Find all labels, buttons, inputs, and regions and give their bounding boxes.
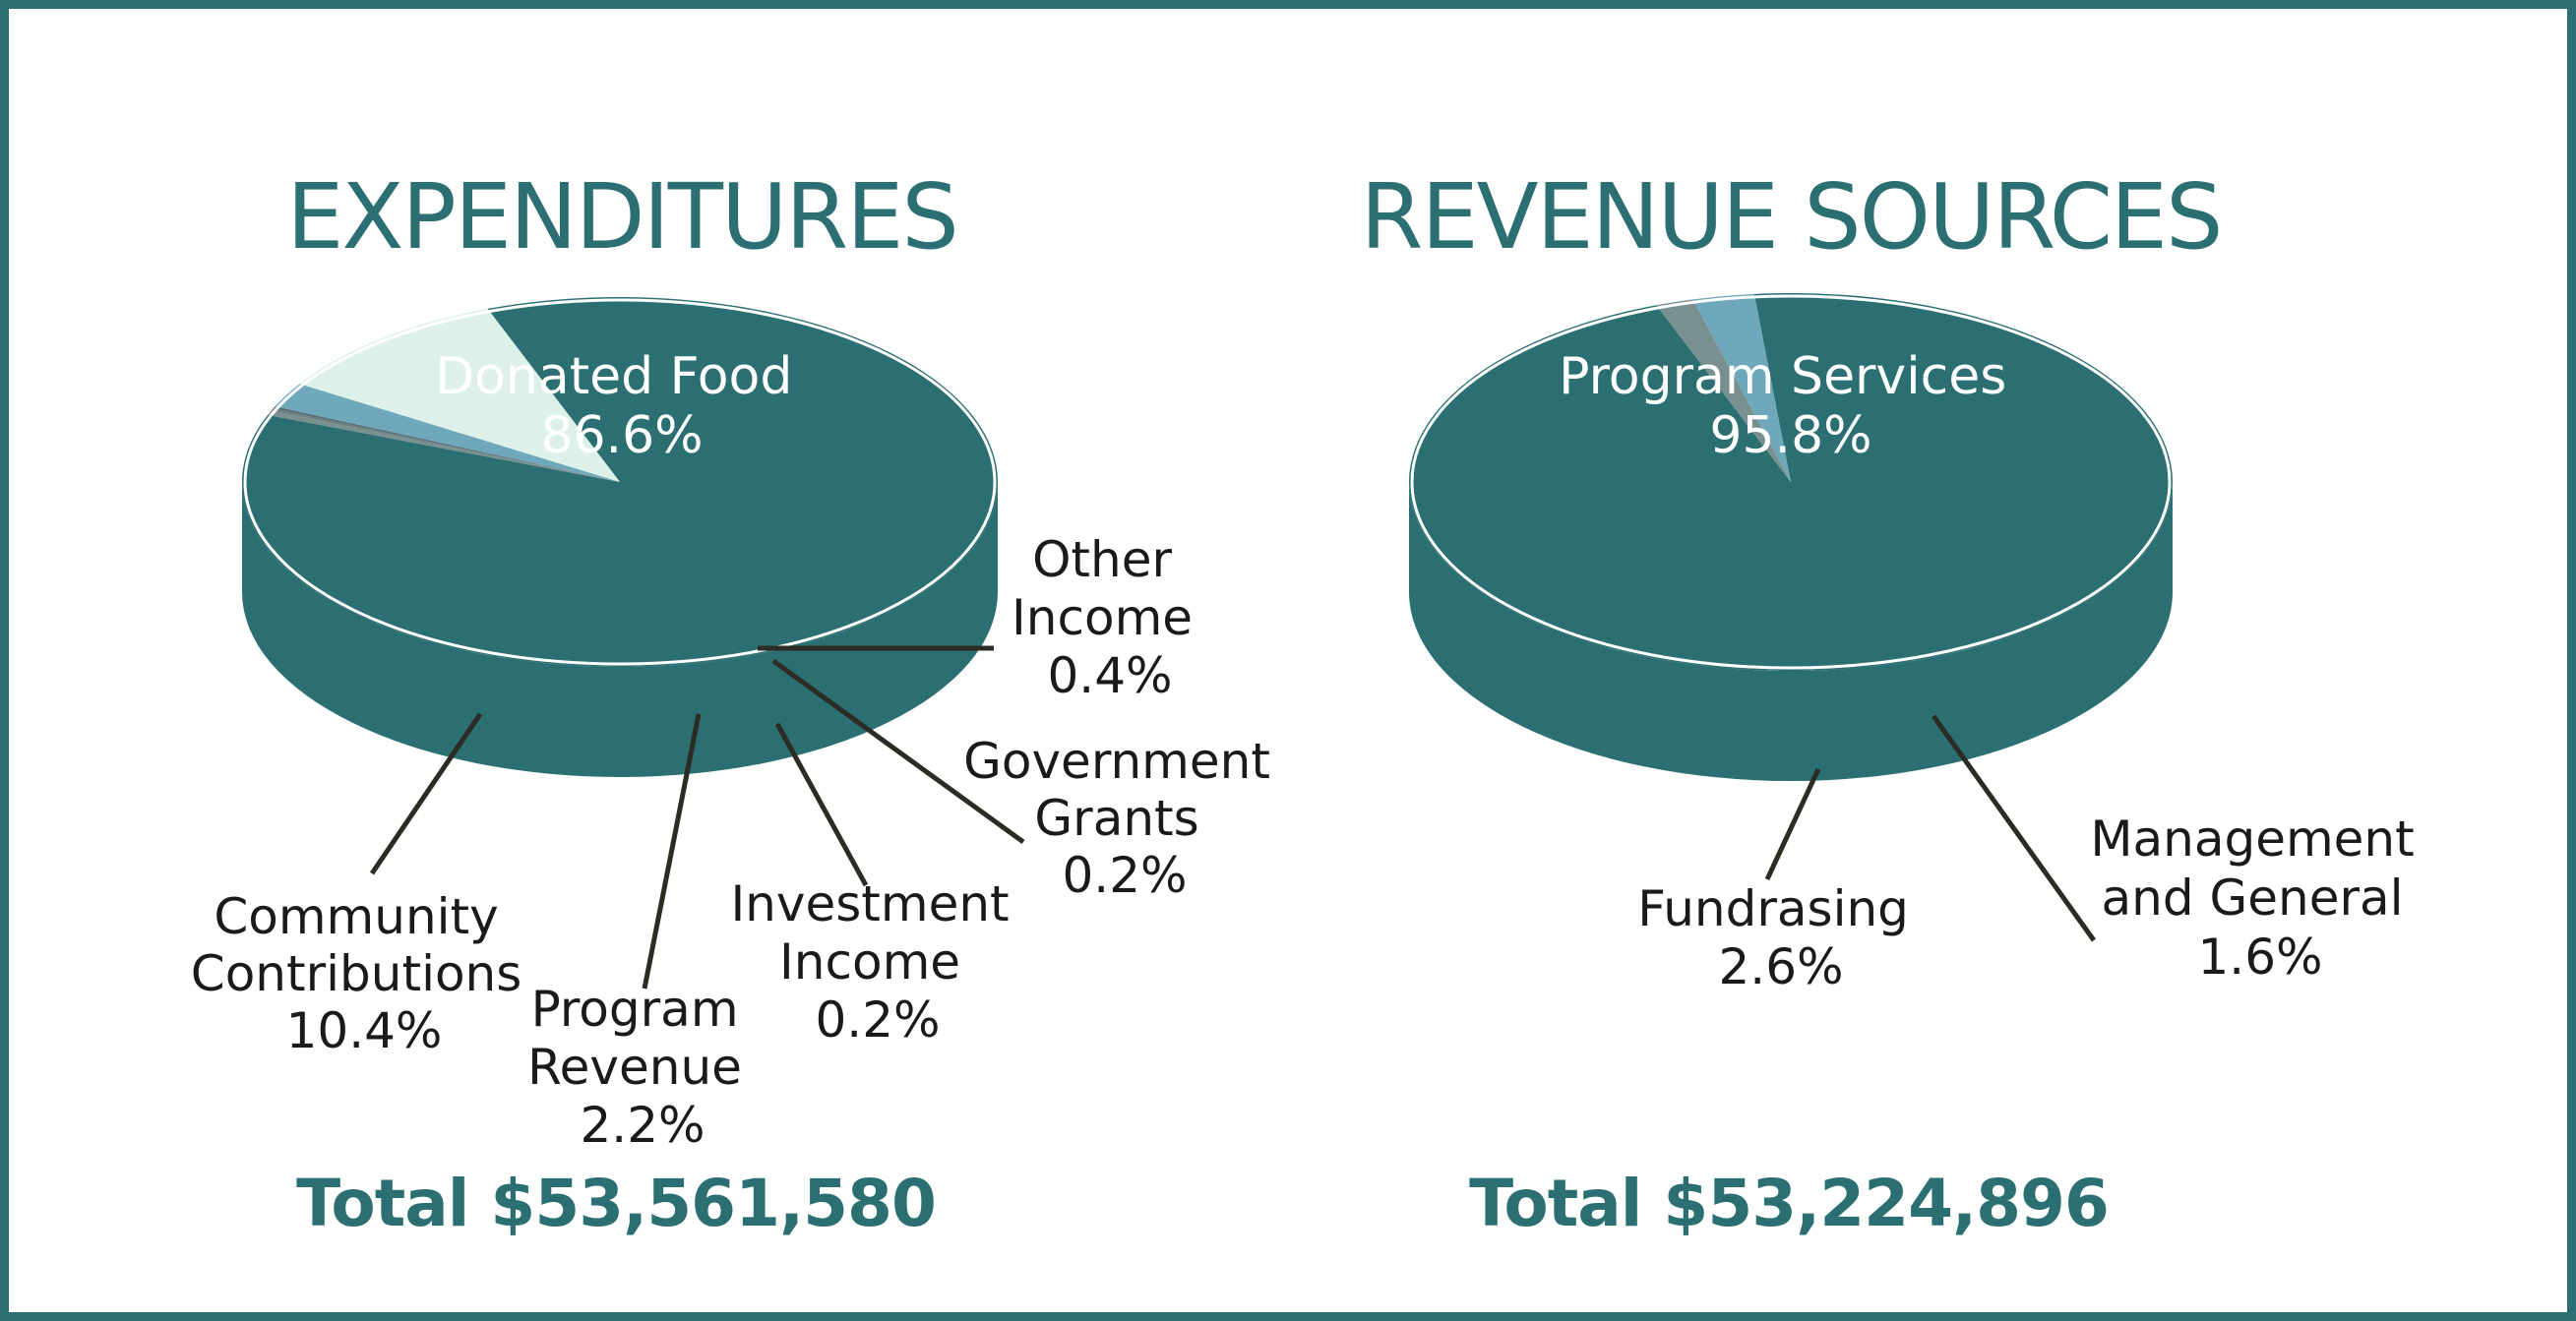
- slice-label-donated-food: Donated Food 86.6%: [435, 347, 809, 465]
- slice-label-fundraising: Fundrasing 2.6%: [1637, 880, 1925, 995]
- pie-rim-highlight: [243, 298, 997, 666]
- leader-fundraising: [1764, 767, 1821, 881]
- revenue-sources-pie: [1409, 293, 2173, 781]
- expenditures-total: Total $53,561,580: [296, 1166, 936, 1241]
- leader-management-general: [1931, 714, 2097, 942]
- slice-label-other-income: Other Income 0.4%: [1012, 531, 1208, 704]
- pie-rim-highlight: [1410, 294, 2172, 670]
- pie-slice-government-grants: [271, 408, 620, 482]
- revenue-sources-chart: REVENUE SOURCES Program Services 95.8% F…: [1361, 164, 2429, 1241]
- pie-slice-fundrasing: [1692, 293, 1791, 482]
- pie-slice-investment-income: [273, 406, 620, 482]
- pie-side-program-services: [1409, 482, 2173, 781]
- leader-program-revenue: [642, 713, 702, 990]
- revenue-sources-total: Total $53,224,896: [1469, 1166, 2109, 1241]
- leader-investment-income: [774, 722, 869, 887]
- expenditures-chart: EXPENDITURES Donated Food 86.6% Other In…: [191, 164, 1286, 1241]
- slice-label-government-grants: Government Grants 0.2%: [963, 733, 1286, 904]
- expenditures-title: EXPENDITURES: [286, 164, 957, 270]
- pie-side-donated-food: [242, 482, 998, 777]
- pie-slice-other-income: [268, 410, 620, 482]
- slice-label-program-revenue: Program Revenue 2.2%: [527, 981, 758, 1154]
- slice-label-investment-income: Investment Income 0.2%: [730, 875, 1024, 1049]
- slice-label-management-general: Management and General 1.6%: [2090, 811, 2429, 986]
- leader-government-grants: [771, 658, 1025, 845]
- pie-slice-management-and-general: [1656, 299, 1791, 482]
- expenditures-pie: [242, 297, 999, 777]
- slice-label-community-contributions: Community Contributions 10.4%: [191, 888, 537, 1059]
- slice-label-program-services: Program Services 95.8%: [1559, 347, 2023, 465]
- revenue-sources-title: REVENUE SOURCES: [1361, 164, 2222, 270]
- pie-slice-community-contributions: [299, 308, 620, 482]
- leader-community-contributions: [369, 712, 483, 875]
- pie-slice-program-revenue: [275, 384, 620, 482]
